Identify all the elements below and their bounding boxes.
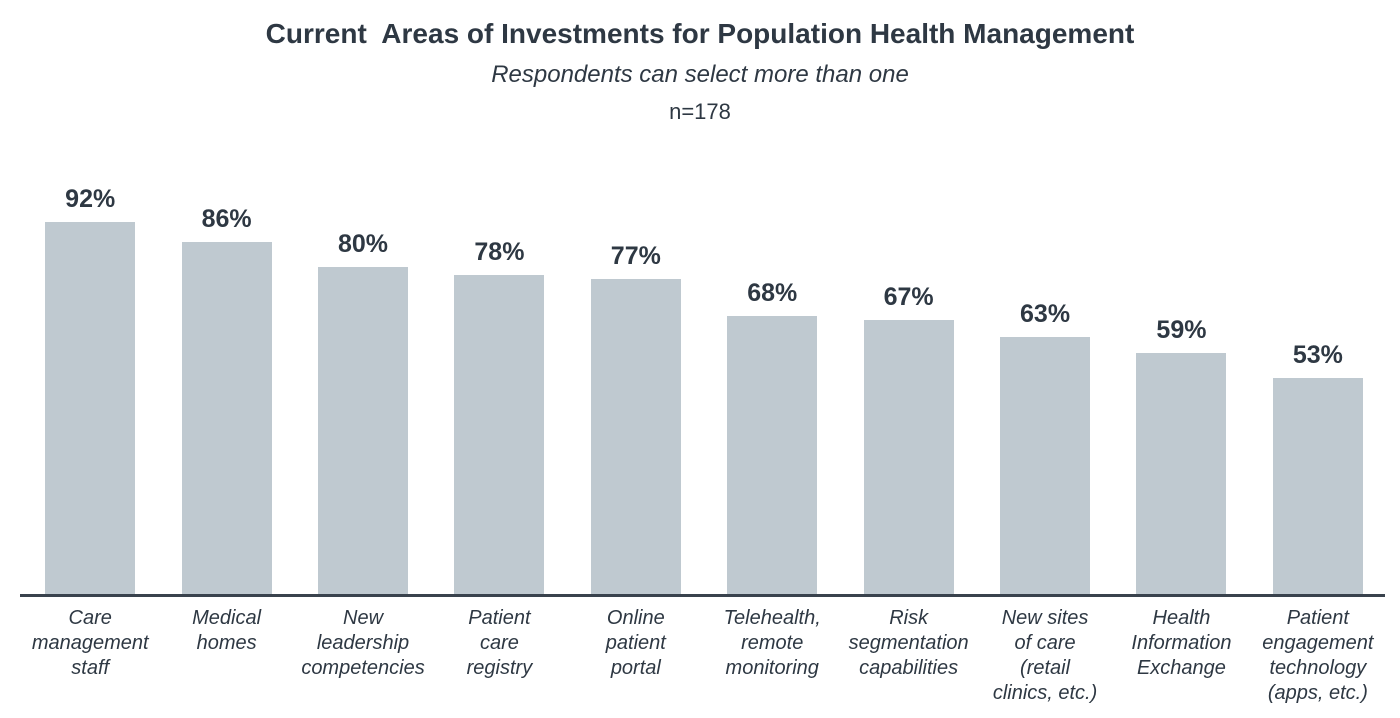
category-label: Online patient portal — [605, 607, 666, 679]
x-axis-line — [20, 594, 1385, 597]
category-label: Patient care registry — [466, 607, 533, 679]
category-axis-labels: Care management staff Medical homes New leader… — [22, 606, 1386, 706]
bar-value-label: 77% — [610, 242, 661, 271]
category-label: Care management staff — [31, 607, 149, 679]
bar-column: 53% — [1250, 185, 1386, 595]
bar — [45, 222, 136, 595]
bar — [863, 320, 954, 595]
bar — [1272, 377, 1363, 595]
bar-plot-area: 92% 86% 80% 78% 77% 68% 67% 63% 59% 53% — [22, 185, 1386, 595]
bar — [590, 279, 681, 595]
chart-subtitle: Respondents can select more than one — [491, 61, 909, 88]
bar — [454, 275, 545, 595]
sample-size-label: n=178 — [669, 99, 731, 124]
bar-value-label: 68% — [747, 279, 798, 308]
category-label: Health Information Exchange — [1131, 607, 1232, 679]
bar-column: 86% — [158, 185, 294, 595]
bar-column: 77% — [568, 185, 704, 595]
bar-column: 92% — [22, 185, 158, 595]
category-label: New sites of care (retail clinics, etc.) — [992, 607, 1098, 704]
bar-value-label: 67% — [883, 283, 934, 312]
bar-column: 68% — [704, 185, 840, 595]
bar — [1136, 353, 1227, 595]
category-label: Risk segmentation capabilities — [848, 607, 969, 679]
bar-value-label: 86% — [201, 205, 252, 234]
bar — [318, 267, 409, 595]
bar-value-label: 92% — [65, 185, 116, 213]
bar-value-label: 63% — [1020, 299, 1071, 328]
bar — [727, 316, 818, 595]
category-label: New leadership competencies — [301, 607, 425, 679]
bar-value-label: 78% — [474, 238, 525, 267]
category-label: Patient engagement technology (apps, etc.) — [1262, 607, 1374, 704]
bar-value-label: 80% — [337, 230, 389, 258]
chart-title: Current Areas of Investments for Populat… — [265, 18, 1135, 49]
bar — [1000, 336, 1091, 595]
bar-value-label: 53% — [1292, 340, 1343, 369]
category-label: Telehealth, remote monitoring — [723, 607, 821, 679]
bar-column: 80% — [295, 185, 431, 595]
bar-column: 67% — [840, 185, 976, 595]
bar-value-label: 59% — [1156, 316, 1207, 345]
bar-column: 63% — [977, 185, 1113, 595]
bar-column: 59% — [1113, 185, 1249, 595]
bar — [181, 242, 272, 595]
category-label: Medical homes — [192, 607, 262, 654]
bar-column: 78% — [431, 185, 567, 595]
